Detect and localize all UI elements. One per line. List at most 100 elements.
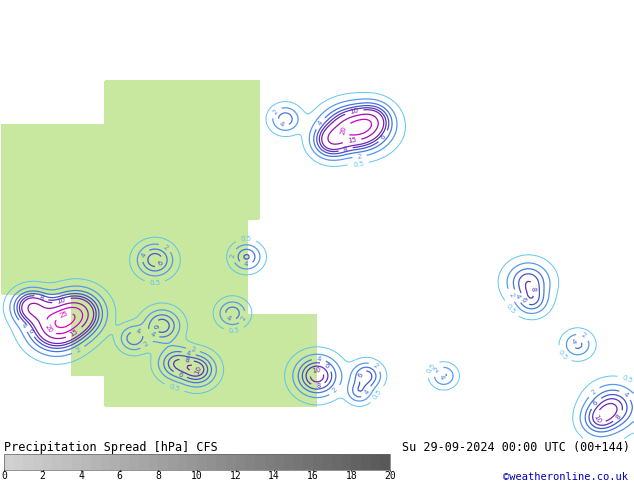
Text: 2: 2 <box>372 362 379 370</box>
Text: 10: 10 <box>311 367 321 373</box>
Bar <box>342 454 351 470</box>
Text: 6: 6 <box>357 371 364 378</box>
Text: 2: 2 <box>230 253 236 258</box>
Bar <box>23 454 33 470</box>
Text: 0.5: 0.5 <box>425 362 436 374</box>
Text: 0: 0 <box>1 471 7 481</box>
Bar <box>14 454 23 470</box>
Text: 2: 2 <box>332 387 339 394</box>
Text: 0.5: 0.5 <box>240 236 252 242</box>
Bar <box>129 454 139 470</box>
Text: 4: 4 <box>243 261 249 268</box>
Text: 6: 6 <box>592 399 600 407</box>
Text: 6: 6 <box>520 296 527 303</box>
Text: 6: 6 <box>157 260 165 267</box>
Bar <box>139 454 149 470</box>
Text: 2: 2 <box>590 388 597 395</box>
Text: 2: 2 <box>40 471 46 481</box>
Bar <box>110 454 120 470</box>
Bar <box>101 454 110 470</box>
Text: 0.5: 0.5 <box>557 348 569 361</box>
Text: 8: 8 <box>343 146 349 153</box>
Text: 8: 8 <box>155 471 161 481</box>
Bar <box>236 454 245 470</box>
Text: 8: 8 <box>615 413 623 420</box>
Bar <box>4 454 390 470</box>
Bar <box>120 454 129 470</box>
Bar <box>264 454 274 470</box>
Bar <box>274 454 284 470</box>
Bar <box>216 454 226 470</box>
Text: 4: 4 <box>622 391 629 398</box>
Bar <box>294 454 303 470</box>
Text: 4: 4 <box>279 121 285 128</box>
Text: 4: 4 <box>571 338 578 345</box>
Text: 6: 6 <box>152 324 157 328</box>
Text: 8: 8 <box>38 294 44 301</box>
Text: 2: 2 <box>162 244 169 251</box>
Bar <box>255 454 264 470</box>
Text: 2: 2 <box>357 153 362 160</box>
Text: 2: 2 <box>143 341 150 348</box>
Text: 20: 20 <box>44 323 53 334</box>
Bar <box>323 454 332 470</box>
Text: 4: 4 <box>316 120 324 127</box>
Text: Su 29-09-2024 00:00 UTC (00+144): Su 29-09-2024 00:00 UTC (00+144) <box>402 441 630 454</box>
Text: 16: 16 <box>307 471 319 481</box>
Text: 4: 4 <box>20 322 27 329</box>
Text: 2: 2 <box>433 367 441 374</box>
Text: 10: 10 <box>349 107 359 116</box>
Bar <box>207 454 216 470</box>
Text: 0.5: 0.5 <box>353 160 364 168</box>
Text: 4: 4 <box>363 389 370 396</box>
Text: 4: 4 <box>226 315 232 322</box>
Text: 2: 2 <box>507 292 515 298</box>
Bar <box>351 454 361 470</box>
Text: 4: 4 <box>437 374 444 380</box>
Text: 4: 4 <box>78 471 84 481</box>
Text: 10: 10 <box>593 414 602 424</box>
Text: 20: 20 <box>340 125 348 135</box>
Bar <box>361 454 371 470</box>
Text: 0.5: 0.5 <box>505 303 517 316</box>
Text: 8: 8 <box>184 357 189 364</box>
Text: 4: 4 <box>135 328 141 335</box>
Text: 4: 4 <box>149 331 156 338</box>
Text: 0.5: 0.5 <box>228 327 240 334</box>
Text: 14: 14 <box>268 471 280 481</box>
Text: 10: 10 <box>56 296 67 305</box>
Bar <box>380 454 390 470</box>
Text: 6: 6 <box>380 133 387 140</box>
Text: Precipitation Spread [hPa] CFS: Precipitation Spread [hPa] CFS <box>4 441 217 454</box>
Text: 4: 4 <box>514 293 521 299</box>
Text: 2: 2 <box>272 108 280 116</box>
Text: 6: 6 <box>117 471 123 481</box>
Bar <box>52 454 62 470</box>
Text: 4: 4 <box>141 252 148 258</box>
Text: 6: 6 <box>177 371 183 378</box>
Text: 0.5: 0.5 <box>372 388 383 401</box>
Bar <box>332 454 342 470</box>
Text: 2: 2 <box>580 332 586 340</box>
Bar <box>91 454 101 470</box>
Text: 12: 12 <box>230 471 242 481</box>
Bar <box>149 454 158 470</box>
Bar <box>81 454 91 470</box>
Bar <box>168 454 178 470</box>
Text: 10: 10 <box>194 365 203 375</box>
Text: 8: 8 <box>530 286 536 292</box>
Text: 2: 2 <box>190 346 196 353</box>
Bar <box>371 454 380 470</box>
Text: 18: 18 <box>346 471 358 481</box>
Text: 4: 4 <box>186 350 191 357</box>
Text: 6: 6 <box>27 327 34 334</box>
Text: 15: 15 <box>69 328 80 338</box>
Text: 15: 15 <box>347 137 357 145</box>
Bar <box>284 454 294 470</box>
Bar <box>42 454 52 470</box>
Text: 20: 20 <box>384 471 396 481</box>
Text: 0.5: 0.5 <box>149 280 160 286</box>
Text: 2: 2 <box>240 315 247 321</box>
Bar <box>33 454 42 470</box>
Text: 0.5: 0.5 <box>168 383 181 392</box>
